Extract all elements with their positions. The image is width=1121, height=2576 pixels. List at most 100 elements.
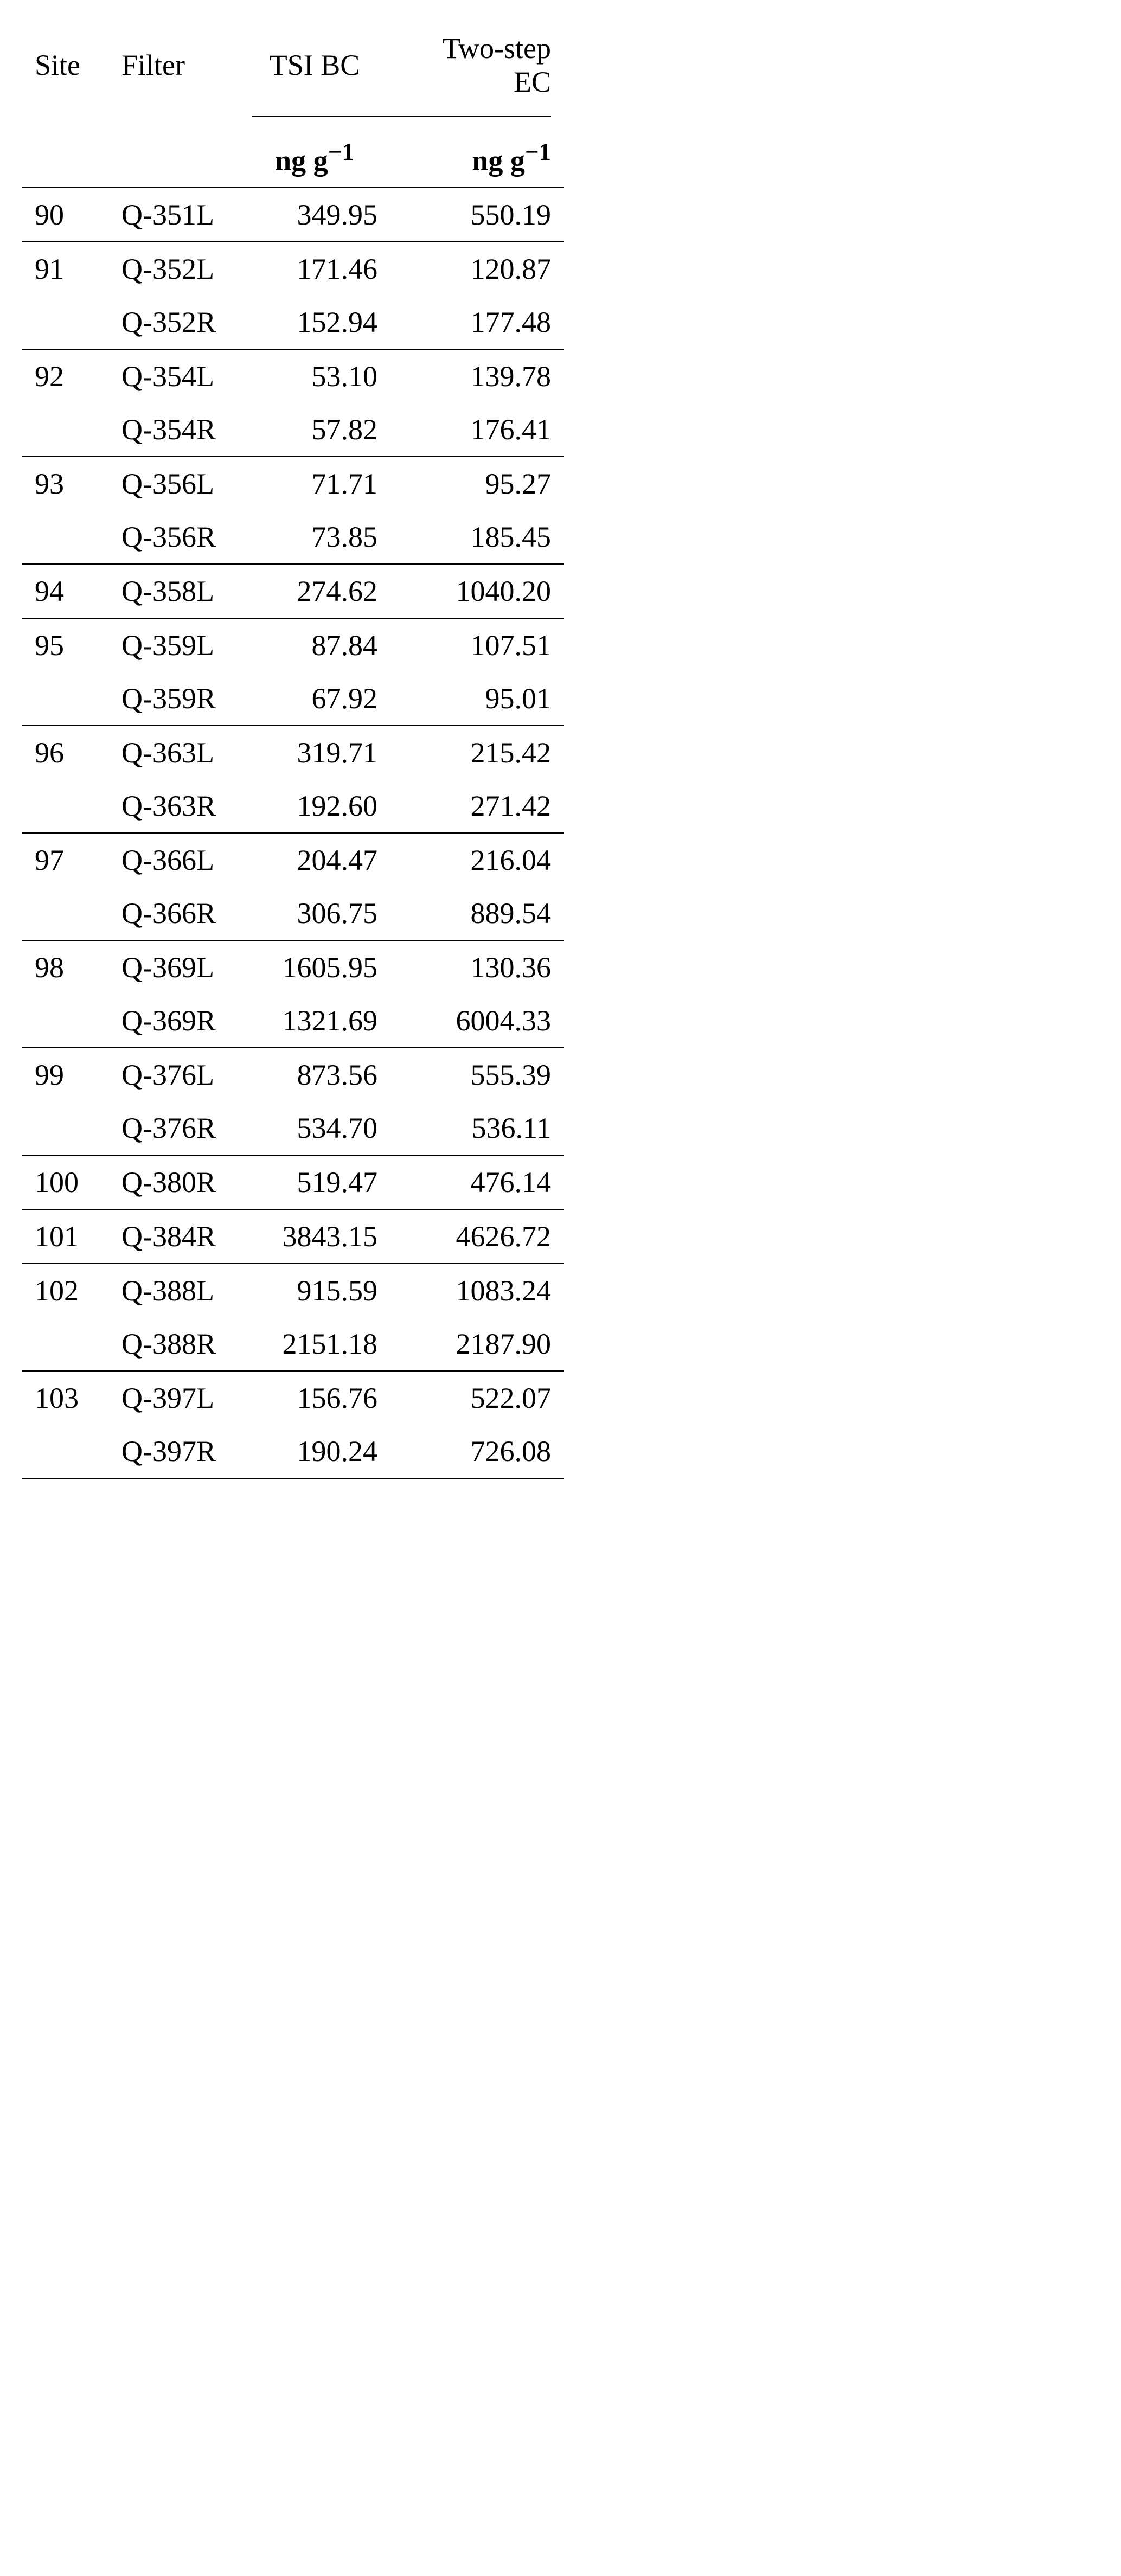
cell-filter: Q-359L: [108, 618, 239, 672]
cell-tsi: 73.85: [239, 510, 390, 564]
cell-filter: Q-354R: [108, 403, 239, 457]
cell-tsi: 1321.69: [239, 994, 390, 1048]
table-row: 96Q-363L319.71215.42: [22, 726, 564, 779]
cell-site: [22, 1317, 108, 1371]
cell-ec: 522.07: [390, 1371, 564, 1425]
table-row: 90Q-351L349.95550.19: [22, 188, 564, 242]
table-row: 103Q-397L156.76522.07: [22, 1371, 564, 1425]
cell-filter: Q-376L: [108, 1048, 239, 1101]
cell-ec: 536.11: [390, 1101, 564, 1155]
cell-site: [22, 403, 108, 457]
table-row: 99Q-376L873.56555.39: [22, 1048, 564, 1101]
cell-filter: Q-388L: [108, 1264, 239, 1317]
cell-site: [22, 510, 108, 564]
cell-ec: 120.87: [390, 242, 564, 296]
header-unit-tsi: ng g−1: [239, 128, 390, 187]
cell-filter: Q-366L: [108, 833, 239, 887]
cell-ec: 4626.72: [390, 1209, 564, 1264]
cell-tsi: 192.60: [239, 779, 390, 833]
cell-filter: Q-352R: [108, 296, 239, 349]
cell-filter: Q-380R: [108, 1155, 239, 1209]
cell-tsi: 71.71: [239, 457, 390, 510]
cell-ec: 2187.90: [390, 1317, 564, 1371]
cell-tsi: 1605.95: [239, 940, 390, 994]
cell-filter: Q-354L: [108, 349, 239, 403]
cell-tsi: 152.94: [239, 296, 390, 349]
table-row: Q-356R73.85185.45: [22, 510, 564, 564]
cell-ec: 889.54: [390, 887, 564, 940]
cell-ec: 1083.24: [390, 1264, 564, 1317]
table-row: 101Q-384R3843.154626.72: [22, 1209, 564, 1264]
cell-filter: Q-352L: [108, 242, 239, 296]
cell-tsi: 915.59: [239, 1264, 390, 1317]
cell-tsi: 534.70: [239, 1101, 390, 1155]
cell-ec: 95.27: [390, 457, 564, 510]
data-table: Site Filter TSI BC Two-step EC ng g−1 ng…: [22, 22, 564, 1479]
cell-filter: Q-359R: [108, 672, 239, 726]
table-row: Q-388R2151.182187.90: [22, 1317, 564, 1371]
cell-filter: Q-356R: [108, 510, 239, 564]
cell-ec: 107.51: [390, 618, 564, 672]
cell-ec: 215.42: [390, 726, 564, 779]
table-row: 100Q-380R519.47476.14: [22, 1155, 564, 1209]
cell-ec: 6004.33: [390, 994, 564, 1048]
cell-tsi: 190.24: [239, 1425, 390, 1478]
cell-filter: Q-351L: [108, 188, 239, 242]
cell-tsi: 519.47: [239, 1155, 390, 1209]
cell-site: [22, 779, 108, 833]
cell-site: [22, 994, 108, 1048]
cell-filter: Q-363L: [108, 726, 239, 779]
table-row: Q-369R1321.696004.33: [22, 994, 564, 1048]
cell-ec: 726.08: [390, 1425, 564, 1478]
cell-site: 96: [22, 726, 108, 779]
table-row: 98Q-369L1605.95130.36: [22, 940, 564, 994]
cell-tsi: 2151.18: [239, 1317, 390, 1371]
cell-tsi: 53.10: [239, 349, 390, 403]
header-site: Site: [22, 22, 108, 108]
cell-site: [22, 1101, 108, 1155]
cell-filter: Q-388R: [108, 1317, 239, 1371]
cell-site: 94: [22, 564, 108, 618]
cell-tsi: 3843.15: [239, 1209, 390, 1264]
cell-ec: 216.04: [390, 833, 564, 887]
cell-site: [22, 296, 108, 349]
cell-filter: Q-369R: [108, 994, 239, 1048]
table-row: 102Q-388L915.591083.24: [22, 1264, 564, 1317]
cell-filter: Q-363R: [108, 779, 239, 833]
cell-site: 100: [22, 1155, 108, 1209]
cell-ec: 1040.20: [390, 564, 564, 618]
cell-ec: 271.42: [390, 779, 564, 833]
cell-tsi: 204.47: [239, 833, 390, 887]
cell-site: 90: [22, 188, 108, 242]
cell-tsi: 349.95: [239, 188, 390, 242]
cell-site: 93: [22, 457, 108, 510]
cell-filter: Q-366R: [108, 887, 239, 940]
table-row: 93Q-356L71.7195.27: [22, 457, 564, 510]
cell-tsi: 171.46: [239, 242, 390, 296]
cell-filter: Q-384R: [108, 1209, 239, 1264]
table-row: Q-363R192.60271.42: [22, 779, 564, 833]
table-row: 91Q-352L171.46120.87: [22, 242, 564, 296]
cell-tsi: 274.62: [239, 564, 390, 618]
cell-filter: Q-369L: [108, 940, 239, 994]
header-tsi: TSI BC: [239, 22, 390, 108]
cell-ec: 176.41: [390, 403, 564, 457]
cell-tsi: 319.71: [239, 726, 390, 779]
cell-tsi: 156.76: [239, 1371, 390, 1425]
cell-filter: Q-397R: [108, 1425, 239, 1478]
table-body: 90Q-351L349.95550.1991Q-352L171.46120.87…: [22, 188, 564, 1478]
cell-tsi: 67.92: [239, 672, 390, 726]
cell-ec: 177.48: [390, 296, 564, 349]
cell-site: 91: [22, 242, 108, 296]
cell-ec: 130.36: [390, 940, 564, 994]
cell-site: [22, 1425, 108, 1478]
table-row: Q-376R534.70536.11: [22, 1101, 564, 1155]
cell-ec: 185.45: [390, 510, 564, 564]
header-ec: Two-step EC: [390, 22, 564, 108]
cell-ec: 555.39: [390, 1048, 564, 1101]
table-row: Q-352R152.94177.48: [22, 296, 564, 349]
cell-site: 102: [22, 1264, 108, 1317]
cell-filter: Q-356L: [108, 457, 239, 510]
cell-site: 99: [22, 1048, 108, 1101]
cell-site: [22, 887, 108, 940]
